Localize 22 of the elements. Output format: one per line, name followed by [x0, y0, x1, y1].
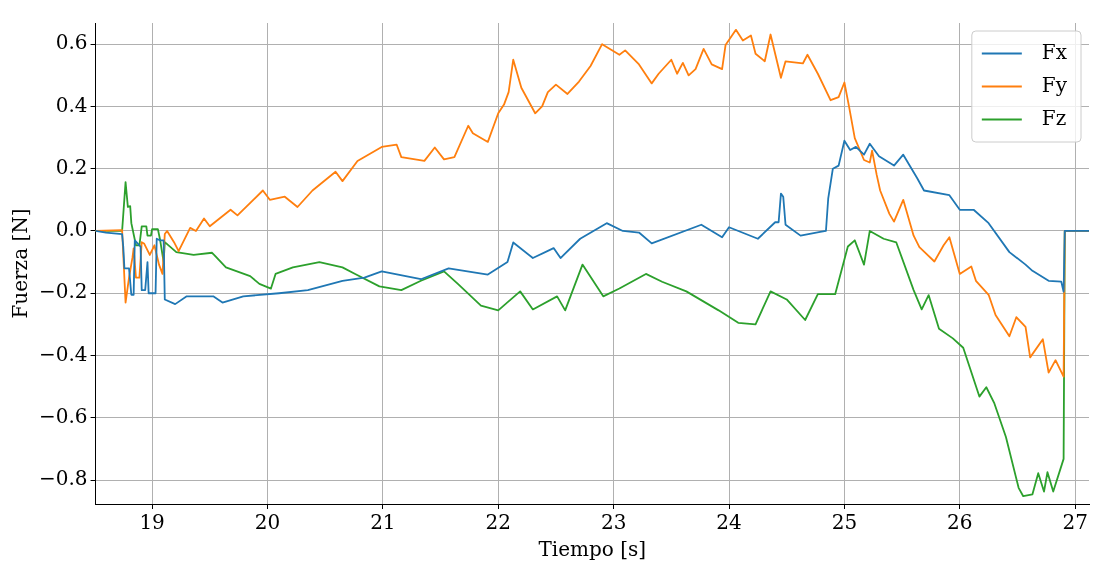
x-tick-label: 22 [485, 510, 511, 535]
y-axis-title: Fuerza [N] [8, 208, 33, 319]
legend-label: Fx [1041, 39, 1068, 64]
y-tick-label: 0.0 [55, 217, 88, 242]
x-tick-label: 24 [716, 510, 742, 535]
y-tick-label: 0.6 [55, 30, 88, 55]
x-tick-label: 19 [139, 510, 165, 535]
legend-label: Fz [1041, 105, 1067, 130]
y-tick-label: 0.2 [55, 154, 88, 179]
y-tick-label: −0.8 [38, 466, 88, 491]
x-axis-title: Tiempo [s] [538, 537, 647, 562]
y-tick-label: −0.6 [38, 403, 88, 428]
y-tick-label: −0.2 [38, 279, 88, 304]
x-tick-label: 20 [254, 510, 281, 535]
legend-label: Fy [1041, 72, 1068, 97]
x-tick-label: 21 [370, 510, 396, 535]
x-tick-label: 27 [1062, 510, 1088, 535]
y-tick-label: 0.4 [55, 92, 88, 117]
x-tick-label: 23 [600, 510, 627, 535]
x-tick-label: 26 [947, 510, 973, 535]
x-tick-label: 25 [831, 510, 858, 535]
y-tick-label: −0.4 [38, 341, 88, 366]
